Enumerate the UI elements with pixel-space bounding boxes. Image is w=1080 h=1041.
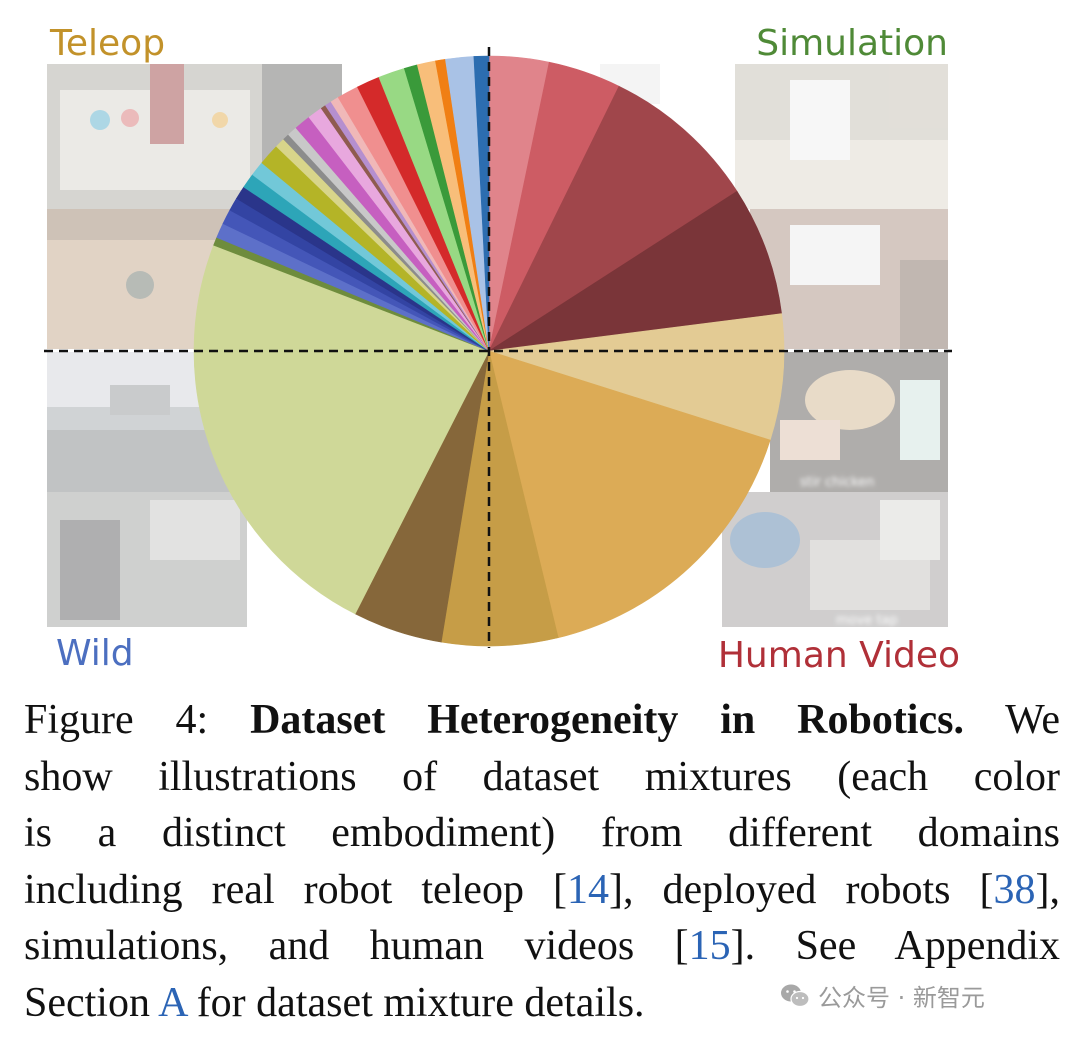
pie-slice-4 [488, 190, 782, 352]
label-simulation: Simulation [756, 23, 948, 64]
caption-text: We [963, 697, 1060, 743]
label-teleop: Teleop [50, 23, 166, 64]
photo-human-cooking [770, 352, 948, 492]
photo-caption-stir: stir chicken [800, 475, 874, 490]
caption-text: simulations, and human videos [ [24, 923, 689, 969]
citation-link[interactable]: A [158, 979, 187, 1026]
photo-caption-tap: move tap [836, 613, 898, 628]
pie-slice-7 [440, 350, 559, 647]
figure-caption: Figure 4: Dataset Heterogeneity in Robot… [24, 692, 1060, 1031]
caption-line-5: simulations, and human videos [15]. See … [24, 918, 1060, 975]
caption-text: ]. See Appendix [730, 923, 1060, 969]
caption-text: including real robot teleop [ [24, 866, 567, 913]
pie-chart [193, 55, 785, 647]
citation-link[interactable]: 14 [566, 866, 609, 913]
pie-slice-3 [488, 85, 738, 352]
caption-title: Dataset Heterogeneity in Robotics. [250, 697, 964, 743]
wechat-icon [781, 984, 810, 1007]
caption-text: is a distinct embodiment) from different… [24, 810, 1060, 856]
figure-panel: stir chicken in sink move tap Teleop Sim… [44, 23, 960, 676]
citation-link[interactable]: 15 [688, 923, 731, 969]
citation-link[interactable]: 38 [993, 866, 1036, 913]
pie-slice-5 [488, 313, 785, 441]
caption-text: Section [24, 979, 159, 1026]
photo-wild-room [47, 492, 247, 627]
label-human-video: Human Video [717, 635, 960, 676]
caption-line-4: including real robot teleop [14], deploy… [24, 862, 1060, 919]
photo-sim-floor [600, 64, 948, 209]
caption-text: for dataset mixture details. [186, 979, 645, 1026]
caption-text: show illustrations of dataset mixtures (… [24, 753, 1060, 800]
photo-teleop-table [47, 64, 342, 209]
caption-line-1: Figure 4: Dataset Heterogeneity in Robot… [24, 692, 1060, 749]
watermark: 公众号 · 新智元 [780, 978, 985, 1013]
caption-line-2: show illustrations of dataset mixtures (… [24, 749, 1060, 806]
caption-text: ], [1035, 866, 1060, 913]
figure-svg: stir chicken in sink move tap [44, 47, 952, 648]
caption-line-6: Section A for dataset mixture details. [24, 975, 1060, 1032]
caption-text: Figure 4: [24, 697, 251, 743]
caption-text: ], deployed robots [ [608, 866, 994, 913]
caption-line-3: is a distinct embodiment) from different… [24, 805, 1060, 862]
pie-slice-9 [193, 244, 490, 615]
watermark-text: 公众号 · 新智元 [818, 984, 985, 1012]
label-wild: Wild [56, 633, 134, 674]
pie-slice-6 [488, 350, 771, 639]
photo-human-sink [722, 492, 948, 627]
